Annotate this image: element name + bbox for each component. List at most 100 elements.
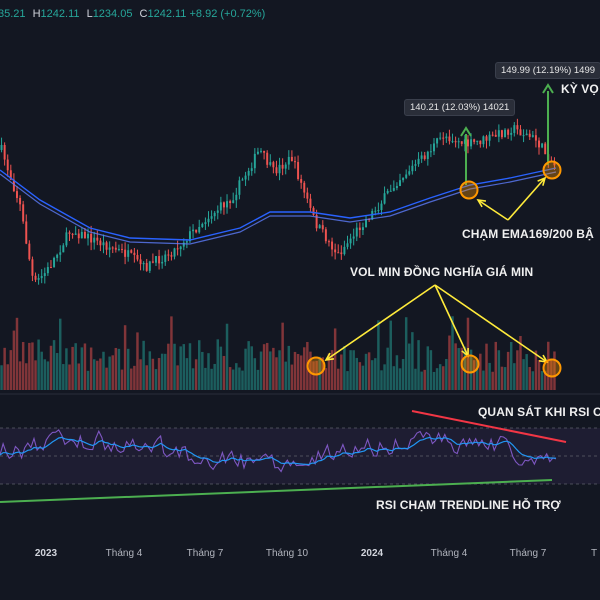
volume-bar: [343, 346, 346, 390]
volume-bar: [15, 317, 19, 390]
candle-body: [380, 203, 383, 211]
volume-bar: [188, 343, 192, 390]
volume-bar: [278, 350, 281, 390]
volume-bar: [102, 351, 105, 390]
volume-bar: [55, 353, 59, 390]
volume-bar: [145, 365, 148, 390]
candle-body: [497, 130, 500, 137]
volume-bar: [522, 359, 525, 390]
candle-body: [525, 133, 528, 136]
arrow-vol-1: [325, 284, 436, 361]
x-tick-thang-7-2024: Tháng 7: [509, 548, 547, 559]
target-arrow-2-head: [542, 83, 554, 94]
volume-bar: [293, 351, 297, 390]
candle-body: [77, 233, 80, 239]
drawings: [0, 83, 567, 503]
volume-bar: [253, 358, 257, 390]
candle-body: [402, 177, 405, 181]
volume-bar: [49, 345, 53, 390]
ema-lines: [0, 167, 557, 245]
candle-body: [145, 263, 148, 271]
candle-body: [476, 140, 479, 142]
candle-body: [68, 232, 71, 234]
rsi-ma-line: [0, 436, 557, 466]
candle-body: [510, 132, 513, 135]
volume-bar: [43, 359, 47, 390]
candle-body: [442, 137, 445, 139]
volume-bar: [414, 368, 417, 390]
candle-body: [473, 139, 476, 142]
volume-bar: [333, 328, 337, 390]
candle-body: [124, 249, 127, 257]
candle-body: [272, 162, 275, 168]
volume-bar: [179, 346, 182, 390]
candle-body: [179, 246, 182, 250]
ema169-line: [0, 167, 557, 241]
volume-bar: [142, 340, 145, 390]
volume-bar: [516, 350, 519, 390]
annotation-cham-ema: CHẠM EMA169/200 BẬ: [462, 227, 594, 241]
volume-bar: [438, 364, 442, 390]
volume-bar: [123, 325, 127, 390]
arrow-vol-3: [434, 284, 548, 363]
candle-body: [130, 250, 133, 253]
candle-body: [411, 165, 414, 172]
candle-body: [405, 174, 408, 178]
volume-bar: [420, 371, 423, 390]
candle-body: [528, 133, 531, 137]
candle-body: [454, 141, 457, 143]
volume-bar: [475, 358, 479, 390]
volume-bar: [472, 360, 476, 390]
volume-bar: [170, 316, 173, 390]
volume-bar: [167, 343, 170, 390]
volume-bar: [550, 360, 553, 390]
volume-bar: [355, 357, 359, 390]
volume-bar: [52, 340, 56, 390]
volume-bar: [367, 352, 371, 390]
volume-bar: [392, 366, 396, 390]
candle-body: [395, 186, 398, 189]
x-tick-thang-7: Tháng 7: [186, 548, 224, 559]
volume-bar: [213, 363, 216, 390]
candle-body: [374, 210, 377, 212]
candle-body: [244, 175, 247, 180]
volume-bar: [358, 362, 362, 390]
candle-body: [343, 246, 346, 255]
candle-body: [275, 167, 278, 174]
volume-bar: [398, 368, 402, 390]
volume-bar: [12, 330, 16, 390]
volume-bar: [62, 364, 65, 390]
candle-body: [114, 247, 117, 250]
volume-bar: [151, 358, 155, 390]
volume-bar: [160, 353, 164, 390]
arrow-ema-2-head: [537, 176, 547, 186]
x-tick-thang-4: Tháng 4: [105, 548, 143, 559]
candle-body: [207, 218, 210, 223]
volume-bar: [111, 355, 114, 390]
volume-bar: [201, 351, 204, 390]
volume-bar: [219, 346, 223, 390]
volume-bar: [21, 342, 25, 390]
candle-body: [93, 237, 96, 243]
candle-body: [426, 151, 429, 159]
candle-body: [290, 156, 293, 162]
volume-bar: [506, 351, 510, 390]
volume-bar: [164, 353, 167, 390]
candle-body: [340, 252, 343, 255]
ema200-line: [0, 171, 557, 245]
volume-bar: [105, 367, 108, 390]
volume-bar: [380, 370, 383, 390]
candle-body: [62, 245, 65, 253]
candle-body: [83, 231, 86, 239]
candle-body: [494, 134, 497, 137]
candle-body: [213, 212, 216, 217]
volume-bar: [92, 359, 96, 390]
volume-bar: [235, 363, 238, 390]
candle-body: [386, 190, 389, 194]
volume-bar: [114, 347, 118, 390]
candle-body: [241, 179, 244, 181]
candle-body: [176, 248, 179, 250]
candle-body: [192, 229, 195, 232]
volume-bar: [241, 370, 244, 390]
